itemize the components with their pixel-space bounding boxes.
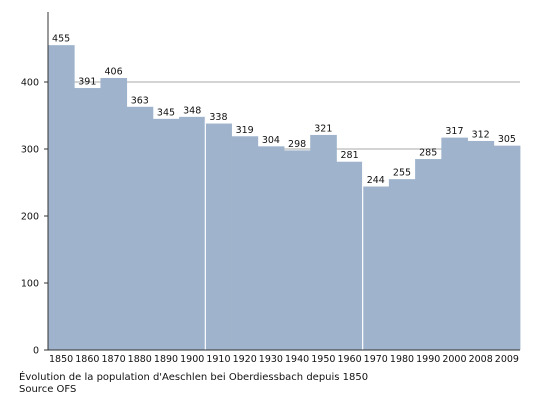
chart-svg: 0 100 200 300 400 1850 1860 1870 1880 1890 1900 191… [21, 12, 521, 365]
x-tick-label-1950: 1950 [311, 354, 335, 365]
value-label-1960: 281 [340, 150, 358, 161]
value-label-2000: 317 [445, 126, 463, 137]
x-tick-label-1990: 1990 [416, 354, 440, 365]
bar-1930 [257, 146, 285, 350]
x-tick-label-1960: 1960 [337, 354, 361, 365]
y-tick-label-100: 100 [21, 279, 39, 290]
x-tick-label-1880: 1880 [128, 354, 152, 365]
bar-1910 [205, 123, 232, 350]
y-tick-label-0: 0 [33, 346, 39, 357]
separator-layer [204, 116, 364, 350]
bar-1920 [231, 136, 259, 350]
bar-2000 [441, 137, 468, 350]
value-label-1930: 304 [262, 135, 280, 146]
value-label-1980: 255 [393, 168, 411, 179]
bar-1900 [179, 116, 206, 350]
value-label-1900: 348 [183, 105, 201, 116]
value-label-1910: 338 [209, 112, 227, 123]
y-tick-label-200: 200 [21, 212, 39, 223]
x-tick-label-1920: 1920 [233, 354, 257, 365]
bar-2008 [467, 140, 495, 350]
value-label-2009: 305 [498, 134, 516, 145]
value-label-1880: 363 [131, 95, 149, 106]
chart-source: Source OFS [19, 384, 77, 395]
value-label-1970: 244 [367, 175, 385, 186]
axis-layer: 0 100 200 300 400 1850 1860 1870 1880 1890 1900 191… [21, 12, 520, 365]
x-tick-label-1850: 1850 [49, 354, 73, 365]
bar-1860 [74, 88, 101, 350]
label-layer: 455 391 406 363 345 348 338 319 304 298 321 281 244 2… [52, 34, 516, 186]
bar-1970 [362, 186, 390, 350]
value-label-1950: 321 [314, 123, 332, 134]
value-label-1870: 406 [104, 66, 122, 77]
y-tick-label-300: 300 [21, 145, 39, 156]
bar-1950 [310, 134, 337, 350]
value-label-1860: 391 [78, 77, 96, 88]
x-tick-label-1910: 1910 [206, 354, 230, 365]
x-tick-label-1930: 1930 [259, 354, 283, 365]
x-tick-label-1890: 1890 [154, 354, 178, 365]
bar-1980 [388, 179, 416, 350]
x-tick-label-1870: 1870 [101, 354, 125, 365]
value-label-1850: 455 [52, 34, 70, 45]
y-tick-label-400: 400 [21, 78, 39, 89]
bar-1990 [415, 159, 442, 350]
bar-1850 [48, 45, 75, 351]
x-tick-label-2000: 2000 [442, 354, 466, 365]
chart-caption: Évolution de la population d'Aeschlen be… [19, 372, 369, 383]
x-tick-label-1970: 1970 [364, 354, 388, 365]
bar-1870 [100, 77, 128, 350]
x-tick-label-1860: 1860 [75, 354, 99, 365]
bar-1890 [152, 118, 180, 350]
x-tick-label-1980: 1980 [390, 354, 414, 365]
x-tick-label-1900: 1900 [180, 354, 204, 365]
value-label-1940: 298 [288, 139, 306, 150]
value-label-1990: 285 [419, 148, 437, 159]
bar-1880 [126, 106, 154, 350]
value-label-1920: 319 [236, 125, 254, 136]
bar-1960 [336, 161, 364, 350]
bar-2009 [493, 145, 521, 350]
value-label-1890: 345 [157, 107, 175, 118]
x-tick-label-1940: 1940 [285, 354, 309, 365]
value-label-2008: 312 [472, 129, 490, 140]
bar-layer [48, 45, 521, 351]
x-tick-label-2009: 2009 [495, 354, 519, 365]
x-tick-label-2008: 2008 [469, 354, 493, 365]
bar-1940 [284, 150, 311, 350]
